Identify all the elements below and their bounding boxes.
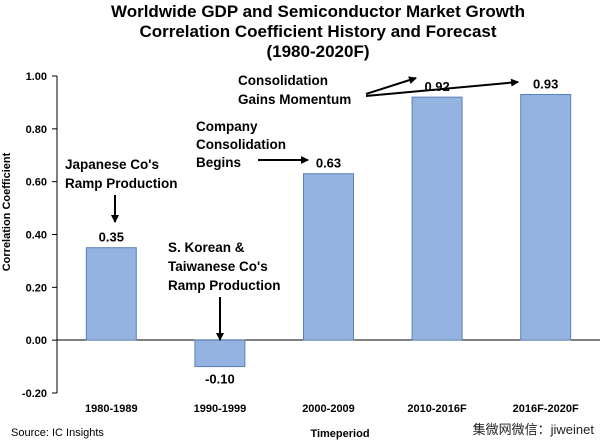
annotation-consolidation-begins-line-3: Begins	[196, 155, 241, 170]
source-note: Source: IC Insights	[11, 427, 104, 439]
value-labels: 0.35 -0.10 0.63 0.92 0.93	[99, 76, 559, 386]
bar-2000-2009	[303, 173, 354, 341]
annotation-korea-taiwan-line-2: Taiwanese Co's	[168, 259, 268, 274]
category-label: 2000-2009	[302, 403, 355, 415]
y-ticks: 1.00 0.80 0.60 0.40 0.20 0.00 -0.20	[22, 71, 57, 400]
bar-1980-1989	[85, 247, 137, 341]
bar-1990-1999	[194, 339, 246, 368]
data-label: 0.93	[533, 76, 558, 91]
data-label: -0.10	[205, 372, 235, 387]
y-axis-label: Correlation Coefficient	[1, 152, 13, 271]
y-tick-label: 0.60	[26, 177, 47, 189]
x-axis-label: Timeperiod	[310, 428, 369, 440]
annotation-japanese-line-1: Japanese Co's	[65, 157, 159, 172]
category-label: 2010-2016F	[407, 403, 467, 415]
category-labels: 1980-1989 1990-1999 2000-2009 2010-2016F 201…	[85, 403, 579, 415]
annotation-gains-momentum-line-2: Gains Momentum	[238, 92, 351, 107]
y-tick-label: 1.00	[26, 71, 47, 83]
data-label: 0.63	[316, 156, 341, 171]
y-tick-label: 0.80	[26, 124, 47, 136]
annotation-gains-momentum-line-1: Consolidation	[238, 73, 328, 88]
annotation-consolidation-begins-line-1: Company	[196, 119, 258, 134]
y-tick-label: 0.20	[26, 282, 47, 294]
annotation-japanese-line-2: Ramp Production	[65, 176, 178, 191]
chart-title-line-2: Correlation Coefficient History and Fore…	[139, 22, 496, 41]
bar-2016F-2020F	[520, 93, 572, 341]
bars	[85, 93, 572, 368]
data-label: 0.92	[424, 79, 449, 94]
annotation-consolidation-begins: Company Consolidation Begins	[196, 119, 309, 170]
category-label: 2016F-2020F	[513, 403, 579, 415]
bar-2010-2016F	[411, 96, 463, 341]
annotation-consolidation-begins-line-2: Consolidation	[196, 137, 286, 152]
chart-title-line-1: Worldwide GDP and Semiconductor Market G…	[111, 2, 525, 21]
category-label: 1980-1989	[85, 403, 138, 415]
annotation-korea-taiwan-line-3: Ramp Production	[168, 278, 281, 293]
y-tick-label: 0.40	[26, 230, 47, 242]
category-label: 1990-1999	[194, 403, 247, 415]
annotation-gains-momentum-arrow-2	[365, 78, 519, 97]
y-tick-label: 0.00	[26, 335, 47, 347]
annotation-korea-taiwan-line-1: S. Korean &	[168, 240, 245, 255]
watermark: 集微网微信：jiweinet	[473, 422, 595, 437]
y-tick-label: -0.20	[22, 388, 47, 400]
annotation-gains-momentum-arrow-1	[365, 76, 417, 95]
annotation-korea-taiwan: S. Korean & Taiwanese Co's Ramp Producti…	[168, 240, 281, 341]
data-label: 0.35	[99, 230, 124, 245]
annotation-gains-momentum: Consolidation Gains Momentum	[238, 73, 519, 107]
annotation-japanese: Japanese Co's Ramp Production	[65, 157, 178, 223]
chart-title-line-3: (1980-2020F)	[266, 42, 369, 61]
